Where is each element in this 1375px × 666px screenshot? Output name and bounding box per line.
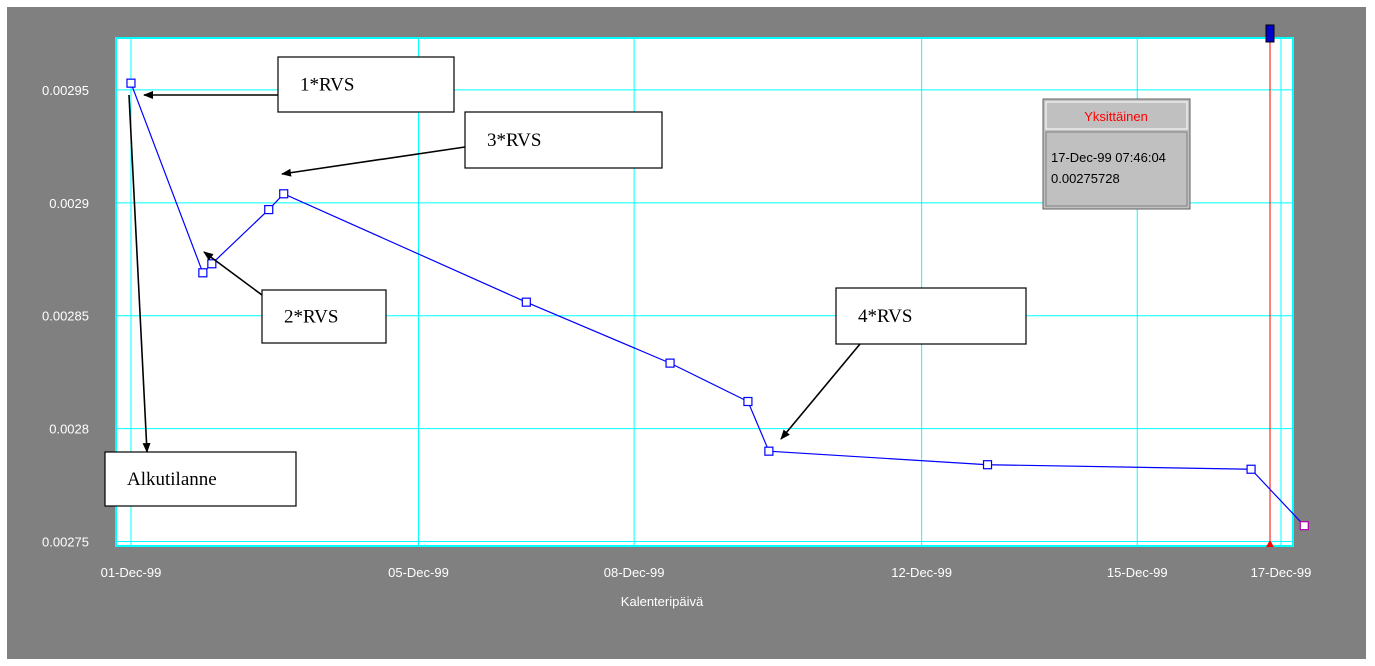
annotation-label: Alkutilanne [127, 469, 217, 490]
y-tick-label: 0.00275 [42, 534, 89, 549]
x-tick-label: 08-Dec-99 [604, 565, 665, 580]
y-tick-label: 0.00285 [42, 309, 89, 324]
annotation-arrow [281, 146, 466, 177]
annotation-arrow [203, 251, 263, 296]
data-point[interactable] [521, 297, 531, 307]
data-point[interactable] [743, 396, 753, 407]
tooltip-date: 17-Dec-99 07:46:04 [1051, 150, 1166, 165]
data-point[interactable] [198, 268, 208, 278]
annotations: 1*RVS 3*RVS 2*RVS 4*RVS Alkutilanne [104, 56, 1027, 507]
annotation-label: 4*RVS [858, 306, 912, 327]
tooltip: Yksittäinen 17-Dec-99 07:46:04 0.0027572… [1042, 98, 1191, 210]
cursor-bottom-marker [1266, 540, 1274, 547]
annotation-box [277, 56, 455, 113]
x-tick-label: 05-Dec-99 [388, 565, 449, 580]
y-tick-label: 0.00295 [42, 83, 89, 98]
tooltip-title: Yksittäinen [1084, 109, 1148, 124]
data-point[interactable] [1299, 521, 1309, 531]
annotation-box [835, 287, 1027, 345]
annotation-box [104, 451, 297, 507]
tooltip-value: 0.00275728 [1051, 171, 1120, 186]
data-point[interactable] [264, 204, 274, 215]
data-point[interactable] [207, 259, 217, 269]
tick-labels: 01-Dec-99 05-Dec-99 08-Dec-99 12-Dec-99 15-D… [42, 83, 1311, 580]
chart-frame: 01-Dec-99 05-Dec-99 08-Dec-99 12-Dec-99 15-D… [7, 7, 1366, 659]
chart: 01-Dec-99 05-Dec-99 08-Dec-99 12-Dec-99 15-D… [42, 24, 1311, 609]
x-tick-label: 17-Dec-99 [1251, 565, 1312, 580]
x-tick-label: 01-Dec-99 [101, 565, 162, 580]
x-tick-label: 15-Dec-99 [1107, 565, 1168, 580]
data-point[interactable] [279, 189, 289, 199]
annotation-label: 1*RVS [300, 75, 354, 96]
annotation-box [261, 289, 387, 344]
data-point[interactable] [764, 446, 774, 456]
tooltip-body [1045, 131, 1188, 207]
series-layer [126, 78, 1309, 531]
data-point[interactable] [982, 460, 993, 470]
annotation-box [464, 111, 663, 169]
y-tick-label: 0.0028 [49, 422, 89, 437]
annotation-label: 3*RVS [487, 130, 541, 151]
annotation-arrow [128, 94, 151, 453]
data-point[interactable] [665, 358, 675, 368]
tooltip-header [1045, 101, 1188, 130]
x-tick-label: 12-Dec-99 [891, 565, 952, 580]
data-point[interactable] [1246, 464, 1256, 474]
annotation-label: 2*RVS [284, 307, 338, 328]
annotation-arrow [780, 343, 861, 440]
y-tick-label: 0.0029 [49, 196, 89, 211]
x-axis-label: Kalenteripäivä [621, 594, 704, 609]
cursor-handle[interactable] [1265, 24, 1275, 43]
data-point[interactable] [126, 78, 136, 88]
